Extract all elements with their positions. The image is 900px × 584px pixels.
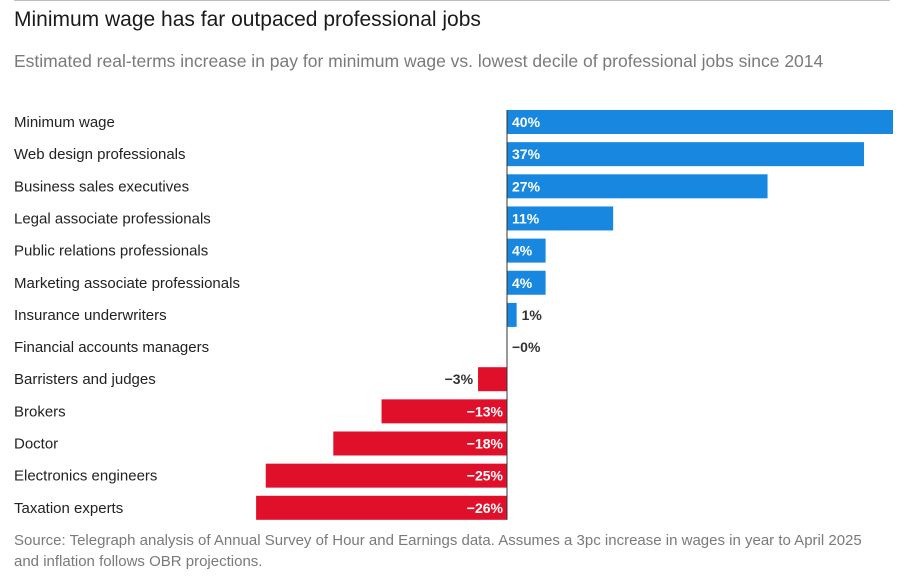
category-label: Insurance underwriters [14, 307, 167, 324]
data-label: 4% [512, 275, 533, 291]
bar [381, 399, 507, 424]
bar [256, 495, 507, 520]
chart-title: Minimum wage has far outpaced profession… [14, 8, 481, 31]
data-label: −25% [467, 468, 504, 484]
data-label: 37% [512, 146, 541, 162]
category-label: Financial accounts managers [14, 339, 209, 356]
data-label: 4% [512, 243, 533, 259]
category-label: Electronics engineers [14, 468, 157, 485]
bar [333, 431, 507, 456]
bar [507, 142, 865, 167]
bar [507, 302, 517, 327]
bar [478, 367, 507, 392]
category-label: Taxation experts [14, 500, 123, 517]
bar [265, 463, 507, 488]
bar [507, 270, 546, 295]
data-label: 11% [512, 210, 540, 226]
bar [507, 110, 893, 134]
category-label: Brokers [14, 403, 66, 420]
category-label: Minimum wage [14, 114, 115, 131]
category-label: Public relations professionals [14, 243, 208, 260]
bar [507, 238, 546, 263]
category-label: Web design professionals [14, 146, 186, 163]
category-label: Doctor [14, 436, 58, 453]
category-label: Barristers and judges [14, 371, 156, 388]
data-label: 1% [522, 307, 543, 323]
data-label: 27% [512, 178, 541, 194]
bar [507, 174, 768, 199]
category-label: Business sales executives [14, 178, 189, 195]
data-label: −13% [467, 403, 504, 419]
data-label: −26% [467, 500, 504, 516]
data-label: −0% [512, 339, 541, 355]
source-note: Source: Telegraph analysis of Annual Sur… [14, 532, 862, 570]
data-label: 40% [512, 114, 541, 130]
category-label: Legal associate professionals [14, 210, 211, 227]
chart-subtitle: Estimated real-terms increase in pay for… [14, 51, 824, 71]
bar-chart: Minimum wage 40% Web design professionals 3… [14, 110, 893, 520]
data-label: −3% [445, 371, 474, 387]
category-label: Marketing associate professionals [14, 275, 240, 292]
bar [507, 206, 614, 231]
data-label: −18% [467, 436, 504, 452]
top-rule [14, 0, 890, 1]
